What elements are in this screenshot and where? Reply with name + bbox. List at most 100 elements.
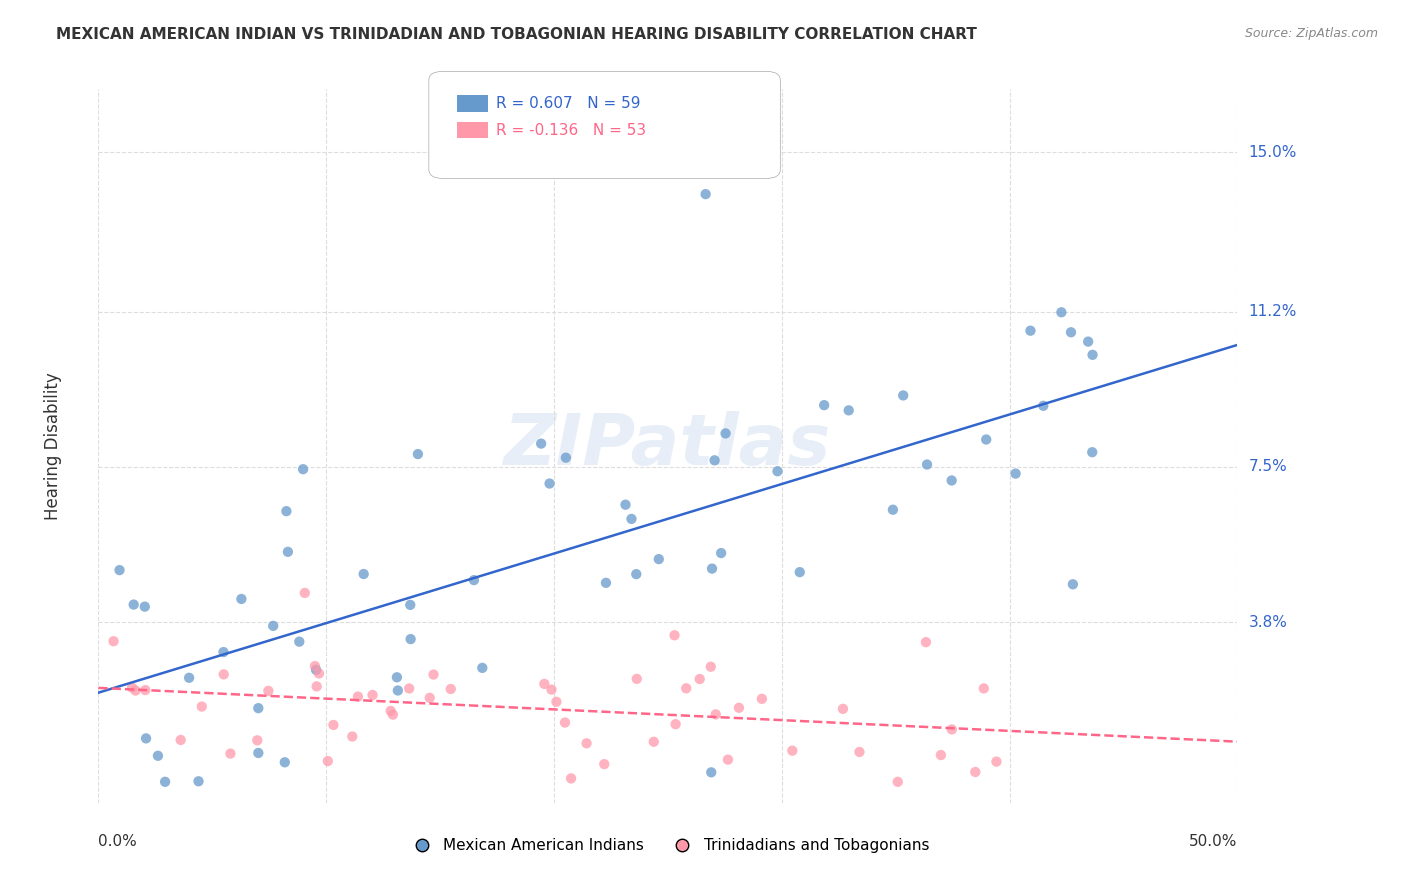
- Mexican American Indians: [399, 598, 422, 612]
- Trinidadians and Tobagonians: [316, 754, 339, 768]
- Trinidadians and Tobagonians: [134, 683, 156, 698]
- Trinidadians and Tobagonians: [665, 717, 688, 731]
- Trinidadians and Tobagonians: [322, 718, 344, 732]
- Trinidadians and Tobagonians: [170, 733, 193, 747]
- Mexican American Indians: [595, 575, 617, 590]
- Mexican American Indians: [1060, 326, 1083, 340]
- Mexican American Indians: [305, 663, 328, 677]
- Trinidadians and Tobagonians: [887, 774, 910, 789]
- Mexican American Indians: [1004, 467, 1026, 481]
- Mexican American Indians: [538, 476, 561, 491]
- Trinidadians and Tobagonians: [419, 690, 441, 705]
- Trinidadians and Tobagonians: [381, 707, 404, 722]
- Trinidadians and Tobagonians: [257, 683, 280, 698]
- Mexican American Indians: [1081, 445, 1104, 459]
- Mexican American Indians: [882, 502, 904, 516]
- Trinidadians and Tobagonians: [422, 667, 444, 681]
- Trinidadians and Tobagonians: [575, 736, 598, 750]
- Mexican American Indians: [1032, 399, 1054, 413]
- Mexican American Indians: [714, 426, 737, 441]
- Text: 3.8%: 3.8%: [1249, 615, 1288, 630]
- Text: MEXICAN AMERICAN INDIAN VS TRINIDADIAN AND TOBAGONIAN HEARING DISABILITY CORRELA: MEXICAN AMERICAN INDIAN VS TRINIDADIAN A…: [56, 27, 977, 42]
- Trinidadians and Tobagonians: [593, 757, 616, 772]
- Mexican American Indians: [813, 398, 835, 412]
- Mexican American Indians: [700, 561, 723, 575]
- Mexican American Indians: [108, 563, 131, 577]
- Mexican American Indians: [274, 756, 297, 770]
- Mexican American Indians: [838, 403, 860, 417]
- Mexican American Indians: [463, 573, 485, 587]
- Trinidadians and Tobagonians: [689, 672, 711, 686]
- Mexican American Indians: [530, 436, 553, 450]
- Trinidadians and Tobagonians: [546, 695, 568, 709]
- Mexican American Indians: [710, 546, 733, 560]
- Text: R = -0.136   N = 53: R = -0.136 N = 53: [496, 123, 647, 137]
- Mexican American Indians: [399, 632, 422, 646]
- Trinidadians and Tobagonians: [560, 772, 582, 786]
- Trinidadians and Tobagonians: [294, 586, 316, 600]
- Text: Hearing Disability: Hearing Disability: [44, 372, 62, 520]
- Trinidadians and Tobagonians: [643, 735, 665, 749]
- Mexican American Indians: [620, 512, 643, 526]
- Mexican American Indians: [387, 683, 409, 698]
- Trinidadians and Tobagonians: [717, 753, 740, 767]
- Mexican American Indians: [231, 591, 253, 606]
- Trinidadians and Tobagonians: [782, 744, 804, 758]
- Mexican American Indians: [703, 453, 725, 467]
- Mexican American Indians: [135, 731, 157, 746]
- Trinidadians and Tobagonians: [533, 677, 555, 691]
- Mexican American Indians: [292, 462, 315, 476]
- Trinidadians and Tobagonians: [986, 755, 1008, 769]
- Trinidadians and Tobagonians: [915, 635, 938, 649]
- Trinidadians and Tobagonians: [219, 747, 242, 761]
- Trinidadians and Tobagonians: [398, 681, 420, 696]
- Trinidadians and Tobagonians: [929, 747, 952, 762]
- Mexican American Indians: [353, 567, 375, 582]
- Text: Source: ZipAtlas.com: Source: ZipAtlas.com: [1244, 27, 1378, 40]
- Text: 50.0%: 50.0%: [1189, 834, 1237, 848]
- Mexican American Indians: [1019, 324, 1042, 338]
- Text: 0.0%: 0.0%: [98, 834, 138, 848]
- Mexican American Indians: [122, 598, 145, 612]
- Mexican American Indians: [247, 701, 270, 715]
- Mexican American Indians: [212, 645, 235, 659]
- Mexican American Indians: [941, 474, 963, 488]
- Text: R = 0.607   N = 59: R = 0.607 N = 59: [496, 96, 641, 111]
- Mexican American Indians: [288, 634, 311, 648]
- Mexican American Indians: [695, 187, 717, 202]
- Mexican American Indians: [276, 504, 298, 518]
- Trinidadians and Tobagonians: [832, 702, 855, 716]
- Trinidadians and Tobagonians: [973, 681, 995, 696]
- Trinidadians and Tobagonians: [246, 733, 269, 747]
- Mexican American Indians: [1062, 577, 1084, 591]
- Trinidadians and Tobagonians: [191, 699, 214, 714]
- Trinidadians and Tobagonians: [675, 681, 697, 696]
- Mexican American Indians: [1077, 334, 1099, 349]
- Mexican American Indians: [915, 458, 938, 472]
- Trinidadians and Tobagonians: [626, 672, 648, 686]
- Trinidadians and Tobagonians: [941, 723, 963, 737]
- Trinidadians and Tobagonians: [728, 700, 751, 714]
- Mexican American Indians: [700, 765, 723, 780]
- Mexican American Indians: [1081, 348, 1104, 362]
- Mexican American Indians: [554, 450, 576, 465]
- Mexican American Indians: [385, 670, 408, 684]
- Mexican American Indians: [187, 774, 209, 789]
- Mexican American Indians: [262, 619, 284, 633]
- Mexican American Indians: [247, 746, 270, 760]
- Trinidadians and Tobagonians: [342, 730, 364, 744]
- Text: 7.5%: 7.5%: [1249, 459, 1286, 475]
- Mexican American Indians: [471, 661, 494, 675]
- Mexican American Indians: [406, 447, 429, 461]
- Mexican American Indians: [153, 774, 176, 789]
- Trinidadians and Tobagonians: [848, 745, 870, 759]
- Trinidadians and Tobagonians: [361, 688, 384, 702]
- Trinidadians and Tobagonians: [212, 667, 235, 681]
- Trinidadians and Tobagonians: [347, 690, 370, 704]
- Trinidadians and Tobagonians: [540, 682, 562, 697]
- Legend: Mexican American Indians, Trinidadians and Tobagonians: Mexican American Indians, Trinidadians a…: [401, 832, 935, 859]
- Trinidadians and Tobagonians: [440, 681, 463, 696]
- Mexican American Indians: [1050, 305, 1073, 319]
- Mexican American Indians: [179, 671, 201, 685]
- Mexican American Indians: [614, 498, 637, 512]
